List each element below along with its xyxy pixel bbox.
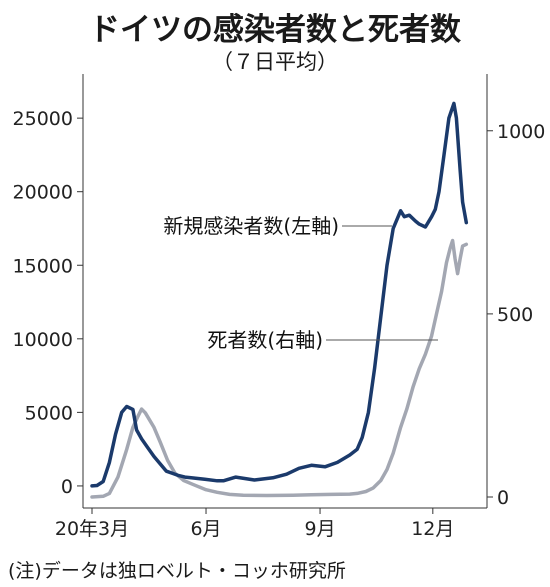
y-right-tick-label: 500 <box>497 304 533 326</box>
x-tick-label: 20年3月 <box>55 518 129 540</box>
y-left-tick-label: 25000 <box>13 108 73 130</box>
cases-series-label: 新規感染者数(左軸) <box>163 214 339 238</box>
cases-series-line <box>90 101 469 488</box>
y-left-tick-label: 15000 <box>13 255 73 277</box>
y-right-tick-label: 1000 <box>497 121 545 143</box>
x-tick-label: 12月 <box>411 518 454 540</box>
chart-title: ドイツの感染者数と死者数 <box>89 12 461 48</box>
source-note: (注)データは独ロベルト・コッホ研究所 <box>8 560 346 582</box>
y-right-tick-label: 0 <box>497 487 509 509</box>
y-left-tick-label: 5000 <box>25 402 73 424</box>
y-left-tick-label: 0 <box>61 476 73 498</box>
deaths-series-label: 死者数(右軸) <box>207 328 323 352</box>
x-tick-label: 6月 <box>190 518 221 540</box>
y-left-tick-label: 10000 <box>13 329 73 351</box>
deaths-series-line <box>90 238 469 499</box>
chart-subtitle: （７日平均） <box>212 50 338 74</box>
y-left-tick-label: 20000 <box>13 182 73 204</box>
x-tick-label: 9月 <box>304 518 335 540</box>
